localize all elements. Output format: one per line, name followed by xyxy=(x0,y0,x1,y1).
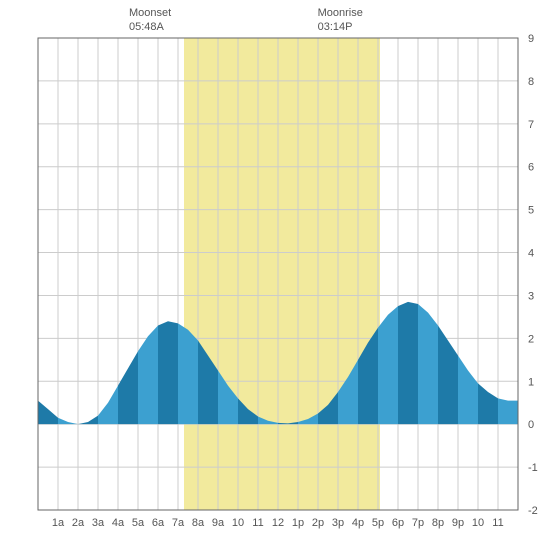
svg-text:8: 8 xyxy=(528,76,534,88)
svg-text:6: 6 xyxy=(528,162,534,174)
svg-text:3p: 3p xyxy=(332,517,344,529)
svg-text:-1: -1 xyxy=(528,462,538,474)
svg-text:7: 7 xyxy=(528,119,534,131)
svg-text:5: 5 xyxy=(528,205,534,217)
annotation-time: 05:48A xyxy=(129,20,171,34)
svg-text:6p: 6p xyxy=(392,517,404,529)
svg-text:3a: 3a xyxy=(92,517,105,529)
svg-text:9: 9 xyxy=(528,33,534,45)
svg-text:0: 0 xyxy=(528,419,534,431)
svg-text:9a: 9a xyxy=(212,517,225,529)
svg-text:2: 2 xyxy=(528,333,534,345)
svg-text:8p: 8p xyxy=(432,517,444,529)
svg-text:6a: 6a xyxy=(152,517,165,529)
svg-text:7a: 7a xyxy=(172,517,185,529)
svg-text:4: 4 xyxy=(528,248,534,260)
svg-text:4a: 4a xyxy=(112,517,125,529)
moon-annotation: Moonrise03:14P xyxy=(318,6,363,35)
svg-text:-2: -2 xyxy=(528,505,538,517)
annotation-time: 03:14P xyxy=(318,20,363,34)
tide-chart: 1a2a3a4a5a6a7a8a9a1011121p2p3p4p5p6p7p8p… xyxy=(0,0,550,550)
svg-text:5a: 5a xyxy=(132,517,145,529)
svg-text:10: 10 xyxy=(232,517,244,529)
svg-text:1p: 1p xyxy=(292,517,304,529)
svg-text:10: 10 xyxy=(472,517,484,529)
svg-text:8a: 8a xyxy=(192,517,205,529)
svg-text:9p: 9p xyxy=(452,517,464,529)
moon-annotation: Moonset05:48A xyxy=(129,6,171,35)
annotation-title: Moonrise xyxy=(318,6,363,20)
chart-canvas: 1a2a3a4a5a6a7a8a9a1011121p2p3p4p5p6p7p8p… xyxy=(0,0,550,550)
svg-text:2a: 2a xyxy=(72,517,85,529)
svg-text:3: 3 xyxy=(528,290,534,302)
svg-text:2p: 2p xyxy=(312,517,324,529)
annotation-title: Moonset xyxy=(129,6,171,20)
svg-text:7p: 7p xyxy=(412,517,424,529)
svg-text:4p: 4p xyxy=(352,517,364,529)
svg-text:1a: 1a xyxy=(52,517,65,529)
svg-text:5p: 5p xyxy=(372,517,384,529)
svg-text:11: 11 xyxy=(492,517,503,529)
svg-text:11: 11 xyxy=(252,517,263,529)
svg-text:12: 12 xyxy=(272,517,284,529)
svg-text:1: 1 xyxy=(528,376,534,388)
